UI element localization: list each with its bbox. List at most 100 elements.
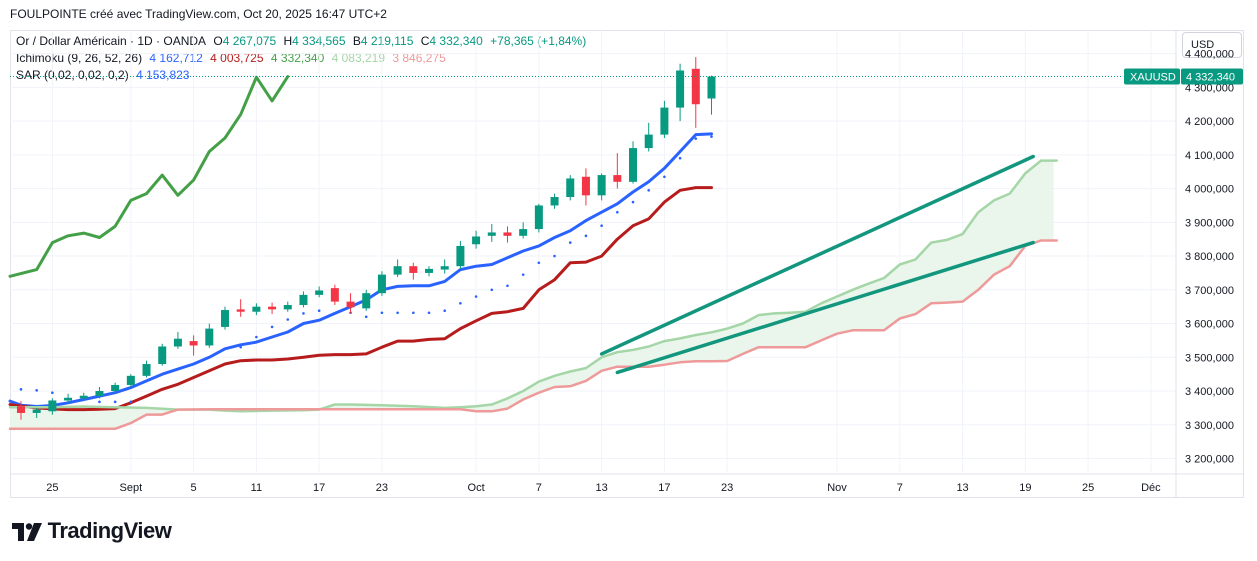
candle-body — [707, 76, 716, 99]
price-tag: XAUUSD 4 332,340 — [1124, 68, 1243, 85]
open-label: O — [213, 34, 223, 48]
sar-dot — [631, 200, 635, 204]
trendline — [599, 154, 1035, 356]
time-tick-label: 7 — [536, 482, 542, 494]
time-tick-label: 25 — [46, 482, 58, 494]
price-tick-label: 3 500,000 — [1185, 352, 1234, 364]
price-tick-label: 3 800,000 — [1185, 251, 1234, 263]
candle-body — [283, 304, 292, 310]
high-label: H — [283, 34, 293, 48]
candle — [377, 271, 386, 296]
ichimoku-conversion-value: 4 162,712 — [149, 51, 203, 65]
candle — [32, 407, 41, 419]
candle-body — [252, 306, 261, 312]
sar-dot — [694, 137, 698, 140]
sar-dot — [663, 175, 666, 179]
candle — [142, 360, 151, 378]
candle-body — [613, 175, 622, 182]
sar-dot — [302, 312, 305, 315]
sar-dot — [286, 318, 290, 321]
price-tag-symbol: XAUUSD — [1130, 71, 1176, 83]
candle-body — [126, 375, 135, 385]
candle — [189, 335, 198, 356]
sar-dot — [98, 400, 101, 404]
candle — [173, 331, 182, 349]
price-tag-value: 4 332,340 — [1186, 71, 1235, 83]
price-tick-label: 3 700,000 — [1185, 285, 1234, 297]
candle — [220, 306, 229, 330]
candle-body — [503, 232, 512, 236]
candle — [425, 266, 434, 277]
candle-body — [346, 301, 355, 308]
sar-dot — [19, 388, 23, 391]
time-tick-label: 7 — [897, 482, 903, 494]
candle-body — [16, 406, 25, 413]
candle-body — [644, 134, 653, 149]
time-tick-label: Nov — [827, 482, 847, 494]
candle — [503, 226, 512, 243]
candle-body — [142, 364, 151, 376]
sar-legend[interactable]: SAR (0,02, 0,02, 0,2) 4 153,823 — [16, 68, 193, 82]
candle-body — [456, 245, 465, 267]
candle-body — [660, 107, 669, 135]
sar-dot — [600, 224, 603, 227]
time-tick-label: 13 — [956, 482, 968, 494]
sar-dot — [553, 254, 556, 258]
time-tick-label: 5 — [191, 482, 197, 494]
sar-dot — [255, 335, 258, 339]
candle-body — [629, 148, 638, 182]
sar-dot — [616, 210, 619, 214]
time-tick-label: Sept — [120, 482, 143, 494]
candle — [268, 302, 277, 315]
candle — [236, 299, 245, 317]
candle — [48, 398, 57, 415]
close-label: C — [420, 34, 430, 48]
candle — [330, 284, 339, 305]
price-tag-symbol-box — [1124, 68, 1180, 85]
trendline — [615, 240, 1035, 375]
sar-dot — [396, 311, 399, 315]
tradingview-logo-icon — [12, 523, 42, 542]
sar-dot — [113, 400, 117, 404]
candle-body — [393, 266, 402, 275]
candle-body — [534, 205, 543, 230]
candle-body — [268, 306, 277, 310]
candle-body — [189, 341, 198, 346]
change-value: +78,365 (+1,84%) — [490, 34, 587, 48]
ichimoku-legend[interactable]: Ichimoku (9, 26, 52, 26) 4 162,712 4 003… — [16, 51, 450, 65]
candle-body — [550, 197, 559, 206]
ichimoku-cloud — [10, 160, 1054, 429]
candle-body — [440, 266, 449, 270]
price-tick-label: 3 900,000 — [1185, 217, 1234, 229]
candle — [597, 173, 606, 201]
candle — [519, 222, 528, 239]
candle-body — [220, 310, 229, 327]
sar-dot — [427, 311, 431, 315]
sar-dot — [459, 301, 462, 305]
candle-body — [676, 70, 685, 108]
sar-dot — [506, 284, 509, 288]
sar-dot — [412, 311, 415, 315]
sar-dot — [710, 135, 713, 138]
candle — [676, 63, 685, 122]
candle — [581, 168, 590, 206]
candle-body — [377, 274, 386, 294]
sar-dot — [364, 315, 368, 319]
candle — [362, 289, 371, 311]
time-tick-label: Oct — [468, 482, 485, 494]
candle — [346, 293, 355, 314]
chart-frame — [10, 30, 1244, 498]
candle — [205, 323, 214, 348]
low-value: 4 219,115 — [360, 34, 414, 48]
sar-name: SAR (0,02, 0,02, 0,2) — [16, 68, 129, 82]
candle-body — [95, 391, 104, 397]
candle — [707, 75, 716, 115]
candle — [613, 153, 622, 189]
sar-value: 4 153,823 — [136, 68, 190, 82]
symbol-legend[interactable]: Or / Dollar Américain · 1D · OANDA O4 26… — [16, 34, 590, 48]
candle-body — [32, 409, 41, 413]
candle — [126, 374, 135, 388]
candle — [393, 259, 402, 277]
currency-button[interactable]: USD — [1182, 32, 1242, 58]
